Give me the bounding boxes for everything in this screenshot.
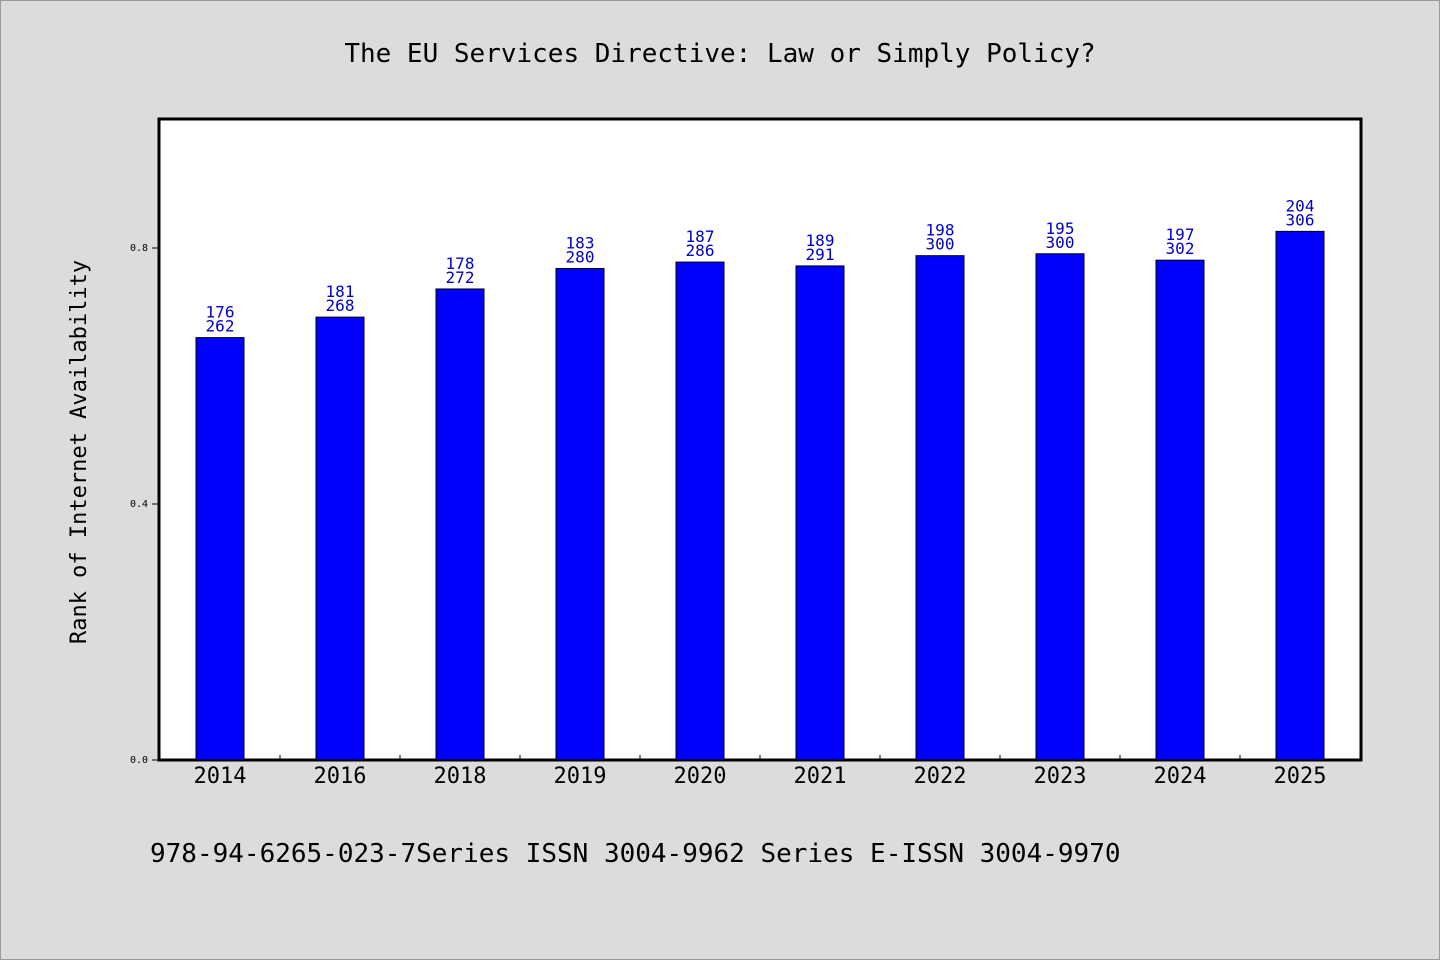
- data-labels-layer: 1762621812681782721832801872861892911983…: [206, 196, 1315, 335]
- bar: [1035, 253, 1085, 761]
- data-label-bottom: 306: [1286, 210, 1315, 229]
- bar: [915, 255, 965, 761]
- data-label-top: 197: [1166, 225, 1195, 244]
- bar: [1275, 230, 1325, 761]
- x-tick-label: 2014: [194, 764, 247, 789]
- data-label-top: 189: [806, 231, 835, 250]
- data-label-top: 176: [206, 303, 235, 322]
- x-tick-label: 2025: [1274, 764, 1327, 789]
- bar: [795, 265, 845, 761]
- data-label-bottom: 262: [206, 317, 235, 336]
- data-label-top: 178: [446, 254, 475, 273]
- data-label-bottom: 300: [926, 235, 955, 254]
- y-tick-label: 0.8: [130, 243, 148, 254]
- data-label-bottom: 268: [326, 296, 355, 315]
- y-axis: 0.0 0.4 0.8: [130, 243, 160, 766]
- bar: [315, 316, 365, 761]
- bars-layer: [195, 230, 1325, 761]
- bar: [435, 288, 485, 761]
- y-tick-label: 0.0: [130, 755, 148, 766]
- x-tick-label: 2020: [674, 764, 727, 789]
- chart-title: The EU Services Directive: Law or Simply…: [344, 39, 1095, 69]
- x-tick-label: 2023: [1034, 764, 1087, 789]
- bar: [195, 337, 245, 761]
- data-label-bottom: 280: [566, 247, 595, 266]
- data-label-top: 187: [686, 227, 715, 246]
- x-tick-label: 2019: [554, 764, 607, 789]
- x-tick-label: 2016: [314, 764, 367, 789]
- data-label-top: 181: [326, 282, 355, 301]
- footer-text: 978-94-6265-023-7Series ISSN 3004-9962 S…: [150, 839, 1121, 869]
- bar: [1155, 259, 1205, 761]
- x-tick-label: 2022: [914, 764, 967, 789]
- data-label-top: 195: [1046, 219, 1075, 238]
- bar: [555, 267, 605, 761]
- y-tick-label: 0.4: [130, 499, 148, 510]
- data-label-top: 198: [926, 221, 955, 240]
- data-label-bottom: 291: [806, 245, 835, 264]
- data-label-bottom: 302: [1166, 239, 1195, 258]
- data-label-bottom: 300: [1046, 233, 1075, 252]
- x-tick-label: 2021: [794, 764, 847, 789]
- y-axis-label: Rank of Internet Availability: [67, 260, 92, 644]
- x-tick-label: 2024: [1154, 764, 1207, 789]
- data-label-bottom: 272: [446, 268, 475, 287]
- data-label-bottom: 286: [686, 241, 715, 260]
- data-label-top: 183: [566, 233, 595, 252]
- x-tick-label: 2018: [434, 764, 487, 789]
- x-axis: 2014 2016 2018 2019 2020 2021 2022 2023 2024 2025: [194, 755, 1327, 789]
- bar: [675, 261, 725, 761]
- data-label-top: 204: [1286, 196, 1315, 215]
